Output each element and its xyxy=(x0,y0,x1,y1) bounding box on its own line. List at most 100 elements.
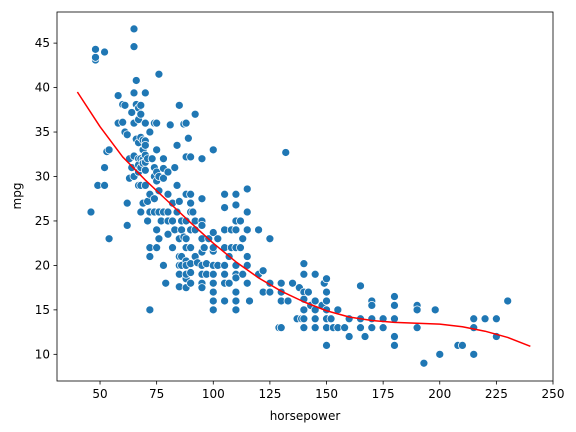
data-point xyxy=(281,148,291,157)
x-tick-label: 125 xyxy=(258,387,281,401)
data-point xyxy=(220,296,229,306)
y-axis-label: mpg xyxy=(10,183,24,210)
data-point xyxy=(360,332,370,341)
data-point xyxy=(181,234,191,244)
data-point xyxy=(186,189,196,199)
data-point xyxy=(238,269,248,279)
data-point xyxy=(186,152,196,162)
data-point xyxy=(367,301,377,310)
x-tick-label: 250 xyxy=(542,387,565,401)
data-point xyxy=(310,314,320,324)
data-point xyxy=(174,197,184,206)
data-point xyxy=(299,259,309,269)
data-point xyxy=(145,305,155,315)
data-point xyxy=(159,154,168,164)
data-point xyxy=(122,130,132,140)
data-point xyxy=(86,207,96,217)
data-point xyxy=(310,296,320,306)
data-point xyxy=(91,52,100,62)
data-point xyxy=(469,323,479,333)
data-point xyxy=(231,225,241,235)
data-point xyxy=(140,118,150,128)
data-point xyxy=(310,323,320,333)
data-point xyxy=(159,261,168,270)
y-tick-label: 45 xyxy=(35,36,50,50)
data-point xyxy=(503,296,513,306)
data-point xyxy=(181,216,191,226)
data-point xyxy=(213,234,223,244)
y-tick-label: 20 xyxy=(35,258,50,272)
data-point xyxy=(367,314,377,324)
fitted-curve xyxy=(76,91,531,348)
data-point xyxy=(242,225,252,235)
data-point xyxy=(238,234,248,244)
data-point xyxy=(299,305,309,315)
y-tick-label: 25 xyxy=(35,214,50,228)
data-point xyxy=(412,323,422,333)
data-point xyxy=(100,181,109,190)
data-point xyxy=(390,341,399,350)
data-point xyxy=(245,296,254,306)
data-point xyxy=(412,305,422,315)
data-point xyxy=(136,109,146,119)
data-point xyxy=(152,145,162,155)
data-point xyxy=(208,145,218,155)
data-point xyxy=(265,234,275,244)
data-point xyxy=(242,278,252,288)
data-point xyxy=(168,216,177,226)
data-point xyxy=(299,323,309,333)
data-point xyxy=(390,301,399,310)
data-point xyxy=(265,287,275,297)
data-point xyxy=(172,140,182,150)
data-point xyxy=(322,296,331,306)
data-point xyxy=(469,349,479,359)
data-point xyxy=(172,181,182,190)
data-point xyxy=(154,69,164,79)
plot-frame xyxy=(56,11,554,382)
data-point xyxy=(152,243,162,253)
data-point xyxy=(236,243,245,253)
data-point xyxy=(163,189,173,199)
data-point xyxy=(186,243,196,253)
data-point xyxy=(154,234,164,244)
data-point xyxy=(140,181,150,190)
data-point xyxy=(136,207,146,217)
data-point xyxy=(304,287,313,297)
data-point xyxy=(242,207,252,217)
x-tick-label: 150 xyxy=(315,387,338,401)
data-point xyxy=(430,305,440,315)
data-point xyxy=(378,323,388,333)
y-tick-label: 40 xyxy=(35,81,50,95)
data-point xyxy=(159,173,168,183)
data-point xyxy=(231,200,241,210)
data-point xyxy=(220,261,229,270)
data-point xyxy=(140,88,150,98)
data-point xyxy=(186,198,196,208)
data-point xyxy=(152,225,162,235)
data-point xyxy=(276,323,286,333)
data-point xyxy=(283,296,293,306)
x-axis-label: horsepower xyxy=(270,409,341,423)
data-point xyxy=(231,287,241,297)
data-point xyxy=(168,243,177,253)
data-point xyxy=(326,314,336,324)
data-point xyxy=(154,186,164,196)
data-point xyxy=(113,91,123,100)
data-point xyxy=(208,228,218,237)
data-point xyxy=(480,314,490,324)
data-point xyxy=(435,349,445,359)
data-point xyxy=(390,292,399,301)
data-point xyxy=(197,154,207,164)
data-point xyxy=(220,189,229,199)
data-point xyxy=(199,243,209,253)
data-point xyxy=(258,266,268,276)
data-point xyxy=(242,184,252,194)
data-point xyxy=(147,154,157,164)
data-point xyxy=(129,42,139,52)
data-point xyxy=(143,216,152,226)
data-point xyxy=(197,194,207,204)
data-point xyxy=(129,88,139,98)
y-tick-label: 30 xyxy=(35,169,50,183)
data-point xyxy=(181,118,191,128)
